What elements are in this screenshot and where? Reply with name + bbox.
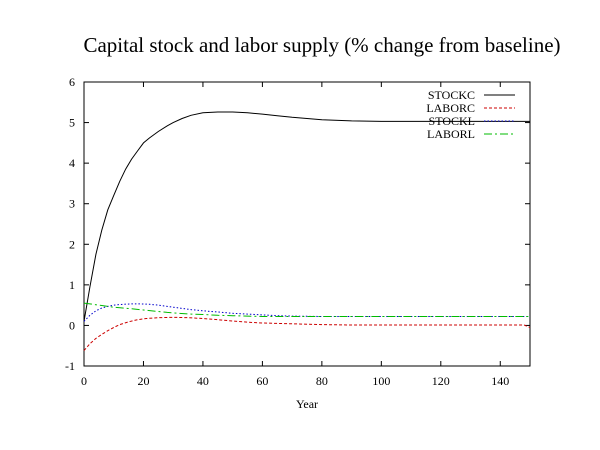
y-tick-label: 3 (69, 197, 75, 211)
legend-label-stockc: STOCKC (428, 88, 475, 102)
y-tick-label: 2 (69, 237, 75, 251)
x-tick-label: 120 (432, 374, 450, 388)
y-tick-label: -1 (65, 359, 75, 373)
chart-title: Capital stock and labor supply (% change… (83, 33, 560, 57)
y-tick-label: 4 (69, 156, 75, 170)
y-tick-label: 5 (69, 116, 75, 130)
legend-label-stockl: STOCKL (429, 114, 475, 128)
series-line-laborl (83, 302, 530, 317)
x-axis-label: Year (296, 397, 318, 411)
legend-label-laborl: LABORL (427, 127, 475, 141)
x-tick-label: 60 (256, 374, 268, 388)
y-tick-label: 0 (69, 318, 75, 332)
series-line-laborc (83, 316, 531, 351)
series-layer (83, 111, 531, 351)
y-tick-label: 6 (69, 75, 75, 89)
x-tick-label: 20 (137, 374, 149, 388)
x-tick-label: 0 (81, 374, 87, 388)
x-tick-label: 140 (491, 374, 509, 388)
series-line-stockc (83, 111, 530, 322)
x-tick-label: 100 (372, 374, 390, 388)
y-tick-label: 1 (69, 278, 75, 292)
x-tick-label: 80 (316, 374, 328, 388)
x-tick-label: 40 (197, 374, 209, 388)
plot-area-border (83, 81, 531, 367)
legend-label-laborc: LABORC (426, 101, 475, 115)
series-line-stockl (83, 303, 530, 322)
